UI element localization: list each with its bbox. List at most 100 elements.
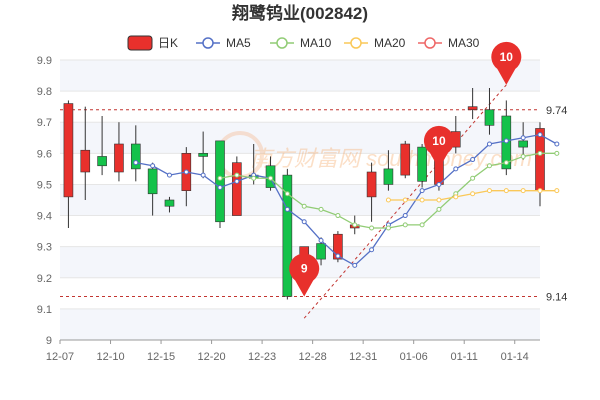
x-tick-label: 01-14 — [501, 351, 529, 363]
ma20-point — [402, 197, 408, 203]
candle-body — [198, 153, 208, 157]
y-tick-label: 9.9 — [37, 55, 52, 67]
ma20-point — [503, 188, 509, 194]
y-axis: 9 9.1 9.2 9.3 9.4 9.5 9.6 9.7 9.8 9.9 — [37, 55, 52, 347]
marker-pin: 9 — [289, 253, 320, 297]
candle-body — [282, 174, 293, 297]
ma5-point — [234, 178, 240, 184]
marker-label: 9 — [301, 261, 308, 275]
ma5-point — [453, 166, 459, 172]
y-tick-label: 9.8 — [37, 86, 52, 98]
legend-swatch-dot — [202, 37, 214, 49]
ma5-point — [335, 253, 341, 259]
ref-label-high: 9.74 — [546, 105, 567, 117]
ma10-point — [234, 172, 240, 178]
y-tick-label: 9.3 — [37, 242, 52, 254]
legend-item[interactable]: 日K — [127, 35, 178, 51]
ma5-point — [284, 206, 290, 212]
candle-body — [215, 140, 225, 223]
candle-body — [80, 149, 91, 173]
x-tick-label: 12-15 — [147, 351, 175, 363]
y-tick-label: 9.4 — [37, 211, 52, 223]
ma5-point — [166, 172, 172, 178]
ma10-point — [402, 222, 408, 228]
x-tick-label: 12-07 — [46, 351, 74, 363]
ma5-point — [150, 163, 156, 169]
ma10-point — [352, 222, 358, 228]
ma5-point — [200, 172, 206, 178]
candle-body — [535, 128, 545, 191]
legend-item[interactable]: MA20 — [344, 36, 406, 50]
ma10-point — [537, 150, 543, 156]
marker-label: 10 — [432, 134, 446, 148]
ma10-point — [284, 191, 290, 197]
legend[interactable]: 日K MA5 MA10 MA20 MA30 — [127, 35, 480, 51]
marker-pin: 10 — [423, 125, 454, 169]
chart-title: 翔鹭钨业(002842) — [231, 3, 368, 23]
y-tick-label: 9.6 — [37, 148, 52, 160]
marker-shape — [423, 125, 454, 169]
plot-band — [60, 60, 540, 92]
y-tick-label: 9.1 — [37, 304, 52, 316]
legend-label: MA20 — [374, 36, 406, 50]
ma5-point — [470, 157, 476, 163]
candle-body — [130, 143, 141, 170]
candle-body — [97, 156, 107, 167]
candle-body — [417, 146, 427, 182]
legend-label: 日K — [158, 36, 178, 50]
x-tick-label: 12-10 — [96, 351, 124, 363]
ma10-point — [335, 213, 341, 219]
ma5-point — [301, 219, 307, 225]
ma5-point — [503, 138, 509, 144]
candle-body — [164, 199, 175, 207]
ma10-point — [554, 150, 560, 156]
ma10-point — [486, 163, 492, 169]
plot-band — [60, 184, 540, 216]
ma20-point — [436, 197, 442, 203]
legend-swatch — [127, 35, 153, 51]
x-tick-label: 12-28 — [299, 351, 327, 363]
y-tick-label: 9.2 — [37, 273, 52, 285]
ma10-point — [520, 153, 526, 159]
x-tick-label: 01-06 — [400, 351, 428, 363]
legend-item[interactable]: MA30 — [418, 36, 480, 50]
marker-label: 10 — [500, 50, 514, 64]
legend-swatch-dot — [350, 37, 362, 49]
y-tick-label: 9.5 — [37, 179, 52, 191]
candle-body — [147, 168, 158, 195]
legend-item[interactable]: MA5 — [196, 36, 251, 50]
ma20-point — [554, 188, 560, 194]
ma10-point — [301, 203, 307, 209]
marker-pin: 10 — [491, 41, 522, 85]
candle-body — [518, 140, 528, 148]
ma5-point — [436, 181, 442, 187]
ma10-point — [318, 206, 324, 212]
ma5-point — [133, 160, 139, 166]
ma10-point — [251, 175, 257, 181]
ma10-point — [268, 175, 274, 181]
ma5-point — [318, 237, 324, 243]
legend-item[interactable]: MA10 — [270, 36, 332, 50]
legend-swatch-dot — [424, 37, 436, 49]
watermark-logo: 南方财富网 southmoney.com — [216, 131, 532, 179]
ma5-line — [135, 133, 558, 267]
ma20-point — [520, 188, 526, 194]
watermark-text: 南方财富网 southmoney.com — [250, 146, 532, 171]
ma5-point — [554, 141, 560, 147]
ma20-point — [385, 197, 391, 203]
ma5-point — [520, 135, 526, 141]
marker-shape — [491, 41, 522, 85]
ma5-point — [183, 169, 189, 175]
candle-body — [333, 233, 343, 260]
ma5-point — [537, 132, 543, 138]
x-tick-label: 12-23 — [248, 351, 276, 363]
ma10-point — [369, 225, 375, 231]
ma5-point — [369, 247, 375, 253]
x-tick-label: 12-20 — [198, 351, 226, 363]
legend-label: MA10 — [300, 36, 332, 50]
candle-body — [400, 143, 411, 176]
candle-body — [383, 168, 394, 185]
ma20-point — [453, 194, 459, 200]
markers: 9 10 10 — [289, 41, 522, 297]
x-tick-label: 12-31 — [349, 351, 377, 363]
